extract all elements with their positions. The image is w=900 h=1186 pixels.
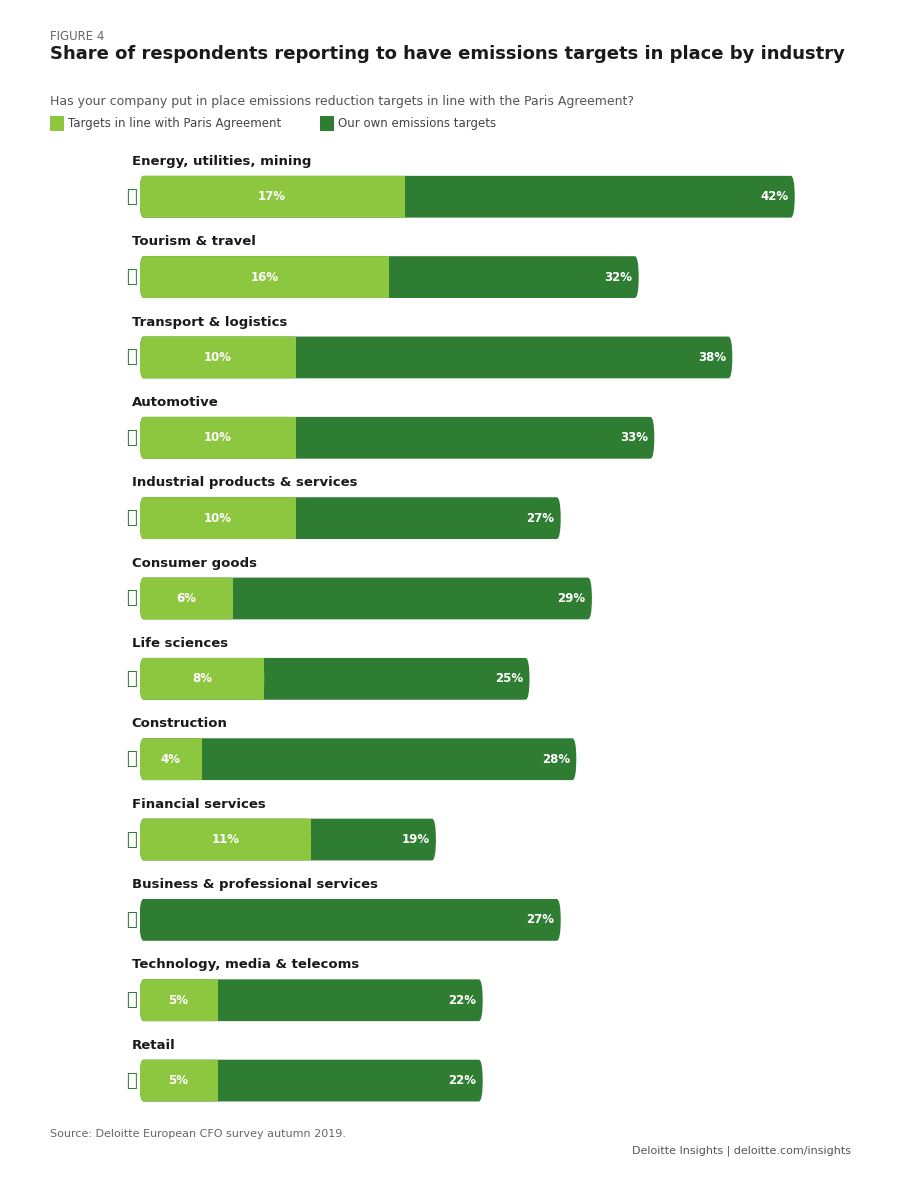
- FancyBboxPatch shape: [140, 658, 265, 700]
- FancyBboxPatch shape: [140, 578, 233, 619]
- Text: Technology, media & telecoms: Technology, media & telecoms: [131, 958, 359, 971]
- Text: 42%: 42%: [760, 190, 788, 203]
- FancyBboxPatch shape: [140, 337, 295, 378]
- FancyBboxPatch shape: [140, 176, 405, 217]
- Text: 4%: 4%: [161, 753, 181, 766]
- Text: 27%: 27%: [526, 511, 554, 524]
- Text: 🚗: 🚗: [126, 429, 137, 447]
- Text: 🛒: 🛒: [126, 1072, 137, 1090]
- Text: 22%: 22%: [448, 994, 476, 1007]
- Text: Our own emissions targets: Our own emissions targets: [338, 117, 496, 129]
- Bar: [292, 337, 295, 378]
- Text: Business & professional services: Business & professional services: [131, 878, 378, 891]
- Text: 25%: 25%: [495, 672, 523, 686]
- Bar: [213, 980, 218, 1021]
- Text: Construction: Construction: [131, 718, 228, 731]
- Text: 💡: 💡: [126, 187, 137, 205]
- FancyBboxPatch shape: [140, 497, 561, 538]
- Text: Life sciences: Life sciences: [131, 637, 228, 650]
- Text: Has your company put in place emissions reduction targets in line with the Paris: Has your company put in place emissions …: [50, 95, 634, 108]
- Text: Consumer goods: Consumer goods: [131, 556, 256, 569]
- Bar: [198, 739, 202, 780]
- Text: 🤝: 🤝: [126, 911, 137, 929]
- Text: Energy, utilities, mining: Energy, utilities, mining: [131, 155, 311, 167]
- Bar: [292, 497, 295, 538]
- Bar: [292, 417, 295, 459]
- Text: 👕: 👕: [126, 589, 137, 607]
- Bar: [400, 176, 405, 217]
- Text: Industrial products & services: Industrial products & services: [131, 477, 357, 489]
- Text: Share of respondents reporting to have emissions targets in place by industry: Share of respondents reporting to have e…: [50, 45, 844, 63]
- Text: 29%: 29%: [557, 592, 586, 605]
- Text: 5%: 5%: [168, 994, 188, 1007]
- Text: 32%: 32%: [605, 270, 633, 283]
- FancyBboxPatch shape: [140, 1060, 482, 1102]
- Text: 22%: 22%: [448, 1075, 476, 1088]
- Bar: [307, 818, 311, 860]
- Text: Automotive: Automotive: [131, 396, 219, 409]
- Text: 🏗: 🏗: [126, 509, 137, 527]
- FancyBboxPatch shape: [140, 417, 295, 459]
- Bar: [385, 256, 389, 298]
- Text: Transport & logistics: Transport & logistics: [131, 315, 287, 329]
- FancyBboxPatch shape: [140, 337, 733, 378]
- FancyBboxPatch shape: [140, 497, 295, 538]
- FancyBboxPatch shape: [140, 256, 389, 298]
- FancyBboxPatch shape: [140, 980, 482, 1021]
- Text: 5%: 5%: [168, 1075, 188, 1088]
- Text: 33%: 33%: [620, 432, 648, 445]
- Text: Financial services: Financial services: [131, 798, 266, 810]
- Text: 10%: 10%: [203, 432, 231, 445]
- Text: 🧾: 🧾: [126, 830, 137, 848]
- FancyBboxPatch shape: [140, 980, 218, 1021]
- FancyBboxPatch shape: [140, 176, 795, 217]
- Text: Tourism & travel: Tourism & travel: [131, 235, 256, 248]
- FancyBboxPatch shape: [140, 1060, 218, 1102]
- Bar: [229, 578, 233, 619]
- Text: 💻: 💻: [126, 991, 137, 1009]
- FancyBboxPatch shape: [140, 578, 592, 619]
- Text: 8%: 8%: [192, 672, 211, 686]
- Text: 10%: 10%: [203, 511, 231, 524]
- FancyBboxPatch shape: [140, 417, 654, 459]
- FancyBboxPatch shape: [140, 899, 561, 940]
- FancyBboxPatch shape: [140, 818, 436, 860]
- Text: 17%: 17%: [258, 190, 286, 203]
- Text: 🚚: 🚚: [126, 349, 137, 366]
- Text: 11%: 11%: [212, 833, 239, 846]
- FancyBboxPatch shape: [140, 739, 576, 780]
- FancyBboxPatch shape: [140, 818, 311, 860]
- Text: 16%: 16%: [250, 270, 278, 283]
- Text: 10%: 10%: [203, 351, 231, 364]
- Text: 🧪: 🧪: [126, 670, 137, 688]
- FancyBboxPatch shape: [140, 739, 202, 780]
- Text: Retail: Retail: [131, 1039, 176, 1052]
- Text: Source: Deloitte European CFO survey autumn 2019.: Source: Deloitte European CFO survey aut…: [50, 1129, 346, 1139]
- Text: 19%: 19%: [401, 833, 429, 846]
- FancyBboxPatch shape: [140, 658, 529, 700]
- Text: Deloitte Insights | deloitte.com/insights: Deloitte Insights | deloitte.com/insight…: [632, 1146, 850, 1156]
- Text: 38%: 38%: [698, 351, 726, 364]
- Text: 27%: 27%: [526, 913, 554, 926]
- Text: FIGURE 4: FIGURE 4: [50, 30, 104, 43]
- FancyBboxPatch shape: [140, 256, 639, 298]
- Text: 🧳: 🧳: [126, 268, 137, 286]
- Bar: [260, 658, 265, 700]
- Text: Targets in line with Paris Agreement: Targets in line with Paris Agreement: [68, 117, 281, 129]
- Text: 28%: 28%: [542, 753, 570, 766]
- Bar: [213, 1060, 218, 1102]
- Text: ⛑: ⛑: [126, 751, 137, 769]
- Text: 6%: 6%: [176, 592, 196, 605]
